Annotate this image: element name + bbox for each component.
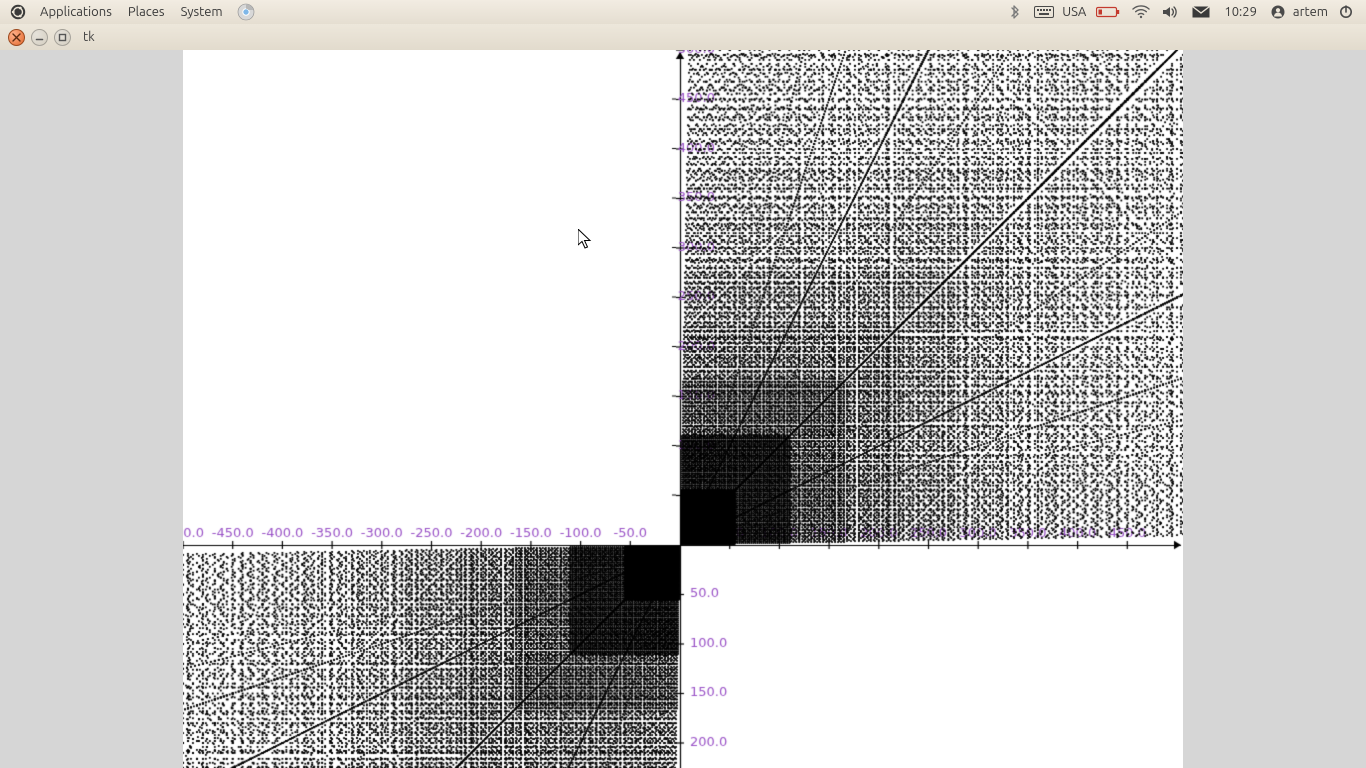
window-minimize-button[interactable]: [31, 29, 48, 46]
menu-applications[interactable]: Applications: [32, 0, 120, 24]
window-close-button[interactable]: [8, 29, 25, 46]
menu-system[interactable]: System: [173, 0, 231, 24]
power-icon[interactable]: [1332, 4, 1360, 20]
keyboard-layout-icon[interactable]: [1028, 5, 1060, 19]
top-panel: Applications Places System USA 10:29 a: [0, 0, 1366, 25]
chromium-launcher-icon[interactable]: [231, 3, 261, 21]
bluetooth-icon[interactable]: [1002, 5, 1028, 19]
distro-logo-icon[interactable]: [4, 4, 32, 20]
window-titlebar[interactable]: tk: [0, 24, 1366, 51]
mail-icon[interactable]: [1186, 5, 1216, 19]
battery-icon[interactable]: [1090, 5, 1126, 19]
plot-window-content: [183, 50, 1183, 768]
keyboard-layout-label[interactable]: USA: [1060, 0, 1090, 24]
volume-icon[interactable]: [1156, 5, 1186, 19]
user-name[interactable]: artem: [1291, 0, 1332, 24]
clock[interactable]: 10:29: [1216, 0, 1265, 24]
window-title: tk: [71, 30, 95, 44]
user-status-icon[interactable]: [1265, 5, 1291, 19]
wifi-icon[interactable]: [1126, 5, 1156, 19]
plot-canvas: [183, 50, 1183, 768]
window-maximize-button[interactable]: [54, 29, 71, 46]
menu-places[interactable]: Places: [120, 0, 173, 24]
